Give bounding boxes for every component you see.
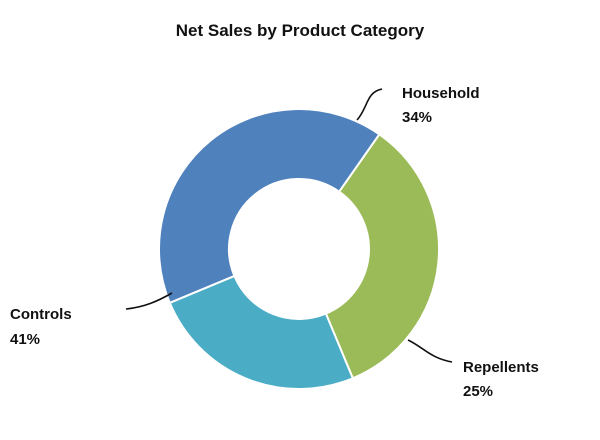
slice-household <box>324 132 440 380</box>
leader-line-repellents <box>407 339 453 363</box>
value-household: 34% <box>402 109 432 126</box>
label-repellents: Repellents <box>463 359 539 376</box>
leader-line-household <box>356 88 383 121</box>
value-controls: 41% <box>10 331 40 348</box>
label-controls: Controls <box>10 306 72 323</box>
chart-title: Net Sales by Product Category <box>176 21 425 40</box>
slices-group <box>158 108 440 390</box>
labels-group: Household 34% Repellents 25% Controls 41… <box>10 85 539 400</box>
leaders-group <box>125 88 453 363</box>
leader-line-controls <box>125 292 173 310</box>
value-repellents: 25% <box>463 383 493 400</box>
slice-controls <box>158 108 381 305</box>
slice-repellents <box>168 274 355 390</box>
label-household: Household <box>402 85 480 102</box>
